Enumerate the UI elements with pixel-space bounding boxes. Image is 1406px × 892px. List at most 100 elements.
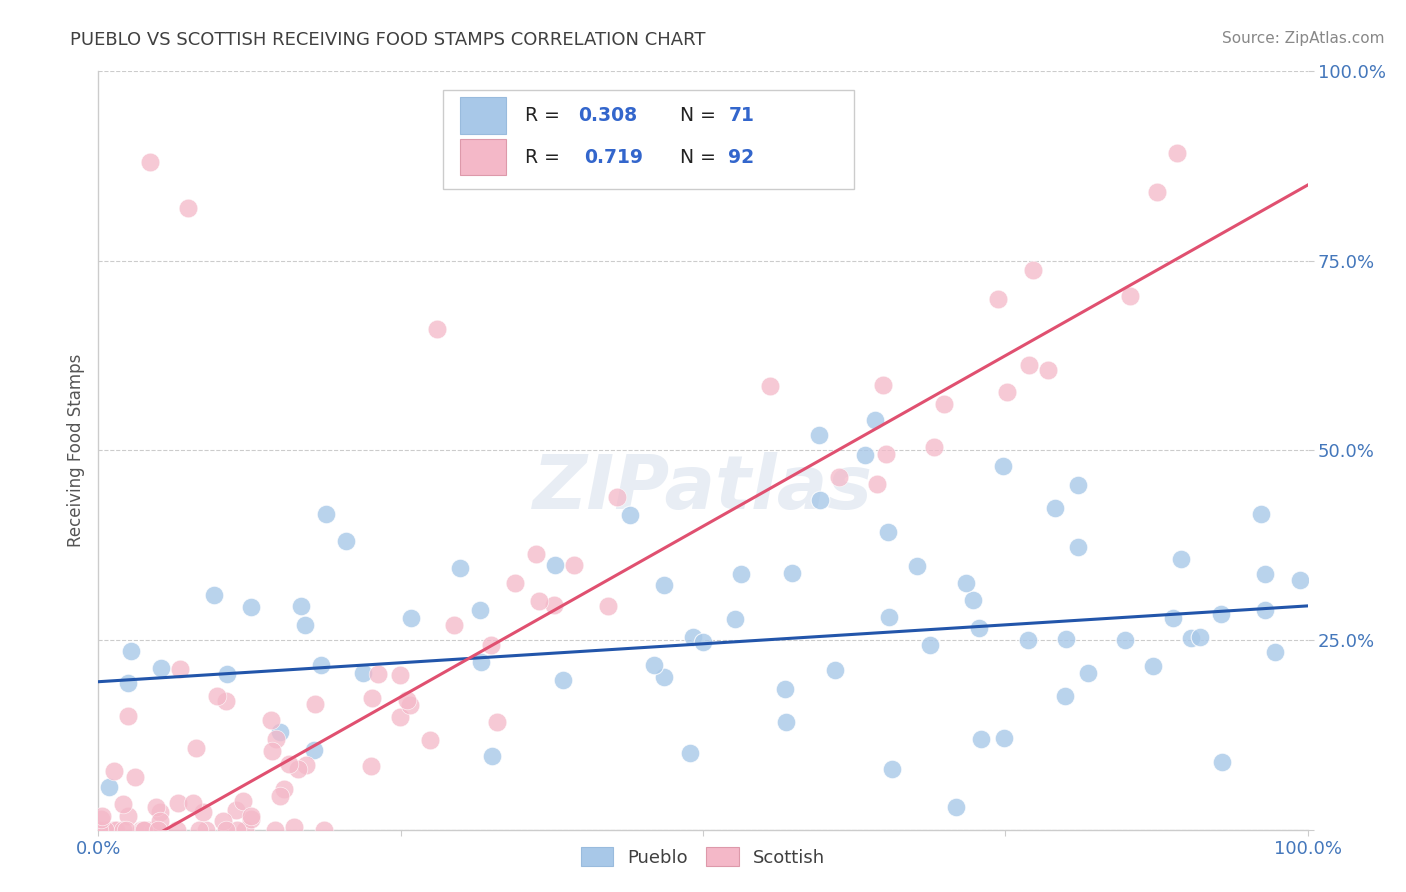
Point [905, 559, 928, 574]
Point [828, 470, 851, 484]
Point [87, 822, 110, 837]
Point [598, 599, 620, 613]
Point [269, 724, 291, 739]
Point [360, 759, 382, 773]
Point [967, 621, 990, 635]
Point [1067, 478, 1090, 492]
Point [264, 731, 287, 746]
Point [389, 668, 412, 682]
Point [124, 770, 146, 784]
Text: R =: R = [526, 147, 572, 167]
Text: 0.308: 0.308 [578, 106, 637, 125]
Point [149, 814, 172, 828]
Point [808, 492, 831, 507]
Point [1038, 362, 1060, 376]
Point [970, 731, 993, 746]
Point [1170, 552, 1192, 566]
Point [136, 822, 159, 837]
Point [396, 693, 419, 707]
Point [1022, 263, 1045, 277]
Point [987, 292, 1010, 306]
Point [1211, 755, 1233, 769]
Point [129, 822, 152, 837]
Point [775, 714, 797, 729]
Point [145, 800, 167, 814]
Point [1043, 501, 1066, 516]
Point [807, 428, 830, 442]
FancyBboxPatch shape [443, 90, 855, 189]
Point [111, 797, 134, 811]
Point [134, 822, 156, 837]
Point [314, 822, 336, 837]
Point [1054, 632, 1077, 646]
Point [619, 508, 641, 522]
Point [918, 638, 941, 652]
Point [94, 822, 117, 837]
Point [361, 690, 384, 705]
Point [526, 548, 548, 562]
Point [481, 749, 503, 764]
Point [166, 822, 188, 837]
Text: ZIPatlas: ZIPatlas [533, 452, 873, 524]
Point [290, 599, 312, 613]
Point [287, 763, 309, 777]
Point [503, 576, 526, 591]
Point [1054, 690, 1077, 704]
Point [544, 558, 567, 572]
Point [232, 794, 254, 808]
Point [111, 822, 134, 837]
Point [184, 741, 207, 756]
Point [91, 808, 114, 822]
Legend: Pueblo, Scottish: Pueblo, Scottish [574, 840, 832, 874]
Point [97, 780, 120, 794]
Point [866, 477, 889, 491]
Point [212, 814, 235, 828]
Text: N =: N = [681, 106, 721, 125]
Point [146, 822, 169, 837]
Text: 71: 71 [728, 106, 754, 125]
Point [188, 822, 211, 837]
FancyBboxPatch shape [460, 139, 506, 175]
Point [115, 822, 138, 837]
Point [1289, 573, 1312, 587]
Point [654, 670, 676, 684]
Point [233, 822, 256, 837]
Point [367, 667, 389, 681]
Point [240, 812, 263, 826]
Point [134, 822, 156, 837]
Point [1077, 666, 1099, 681]
Point [922, 440, 945, 454]
Point [991, 458, 1014, 473]
FancyBboxPatch shape [460, 97, 506, 134]
Point [1017, 633, 1039, 648]
Point [1180, 632, 1202, 646]
Point [269, 789, 291, 804]
Point [260, 713, 283, 727]
Point [1146, 185, 1168, 199]
Point [875, 447, 897, 461]
Point [993, 731, 1015, 745]
Point [226, 822, 249, 837]
Point [1142, 659, 1164, 673]
Point [679, 746, 702, 760]
Point [302, 742, 325, 756]
Point [997, 384, 1019, 399]
Point [606, 490, 628, 504]
Point [780, 566, 803, 580]
Point [551, 673, 574, 688]
Point [426, 322, 449, 336]
Point [1253, 603, 1275, 617]
Point [295, 758, 318, 772]
Point [1161, 611, 1184, 625]
Point [562, 558, 585, 573]
Point [527, 594, 550, 608]
Point [468, 602, 491, 616]
Point [1209, 607, 1232, 622]
Point [955, 575, 977, 590]
Point [205, 689, 228, 703]
Point [865, 413, 887, 427]
Point [1119, 289, 1142, 303]
Point [398, 698, 420, 713]
Point [730, 567, 752, 582]
Point [315, 507, 337, 521]
